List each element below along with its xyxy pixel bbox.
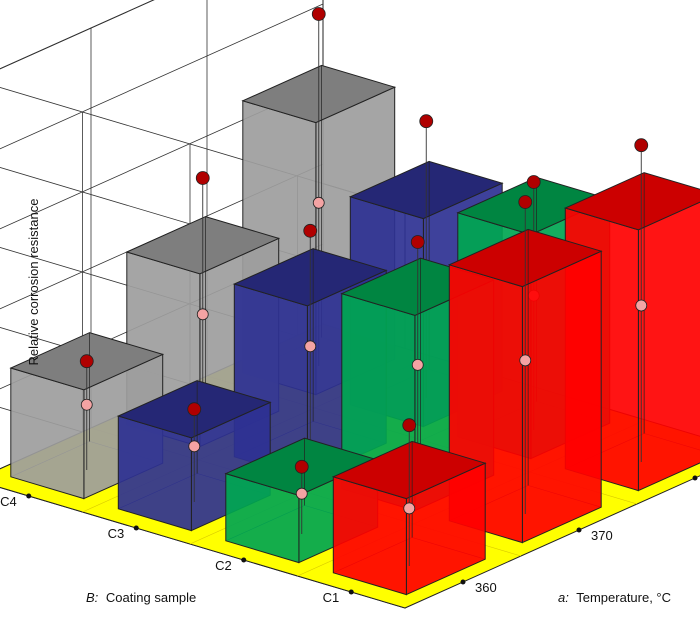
- bar-face-front: [637, 201, 700, 492]
- x-tick-dot: [460, 579, 466, 585]
- x-tick-dot: [576, 527, 582, 533]
- predicted-point-marker: [402, 418, 417, 433]
- z-axis-label-text: Coating sample: [106, 590, 196, 605]
- bar-midpoint-marker: [519, 354, 532, 367]
- bars-layer: [9, 7, 700, 596]
- bar-midpoint-marker: [295, 487, 308, 500]
- bar-midpoint-marker: [304, 340, 317, 353]
- z-tick-label: C4: [0, 494, 17, 509]
- z-tick-label: C3: [108, 526, 125, 541]
- predicted-point-marker: [79, 354, 94, 369]
- bar-midpoint-marker: [188, 440, 201, 453]
- z-axis-label: B: Coating sample: [86, 590, 196, 605]
- bar-midpoint-marker: [196, 308, 209, 321]
- x-axis-label: a: Temperature, °C: [558, 590, 671, 605]
- predicted-point-marker: [294, 459, 309, 474]
- bar-C1-360: [331, 418, 487, 596]
- predicted-point-marker: [311, 7, 326, 21]
- axes-layer: 050100150200250C1C2C3C4360370380: [0, 475, 698, 605]
- bar-midpoint-marker: [80, 398, 93, 411]
- z-tick-dot: [348, 589, 354, 595]
- z-axis-label-prefix: B:: [86, 590, 99, 605]
- predicted-point-marker: [410, 235, 425, 249]
- predicted-point-marker: [526, 175, 541, 189]
- x-axis-label-text: Temperature, °C: [576, 590, 671, 605]
- predicted-point-marker: [518, 195, 533, 209]
- x-axis-label-prefix: a:: [558, 590, 569, 605]
- bar-midpoint-marker: [411, 358, 424, 371]
- x-tick-label: 370: [591, 528, 613, 543]
- x-tick-dot: [692, 475, 698, 481]
- z-tick-dot: [133, 525, 139, 531]
- z-tick-dot: [26, 493, 32, 499]
- predicted-point-marker: [187, 402, 202, 417]
- bar-face-top: [563, 172, 700, 231]
- bar-face-side: [10, 367, 85, 500]
- bar-midpoint-marker: [403, 502, 416, 515]
- bar-midpoint-marker: [312, 196, 325, 209]
- predicted-point-marker: [195, 171, 210, 185]
- y-axis-label: Relative corrosion resistance: [26, 199, 41, 366]
- bar-face-front: [521, 250, 602, 544]
- z-tick-label: C2: [215, 558, 232, 573]
- predicted-point-marker: [634, 138, 649, 153]
- predicted-point-marker: [419, 114, 434, 129]
- bar-midpoint-marker: [635, 299, 648, 312]
- z-tick-dot: [241, 557, 247, 563]
- x-tick-label: 360: [475, 580, 497, 595]
- predicted-point-marker: [303, 223, 318, 238]
- z-tick-label: C1: [323, 590, 340, 605]
